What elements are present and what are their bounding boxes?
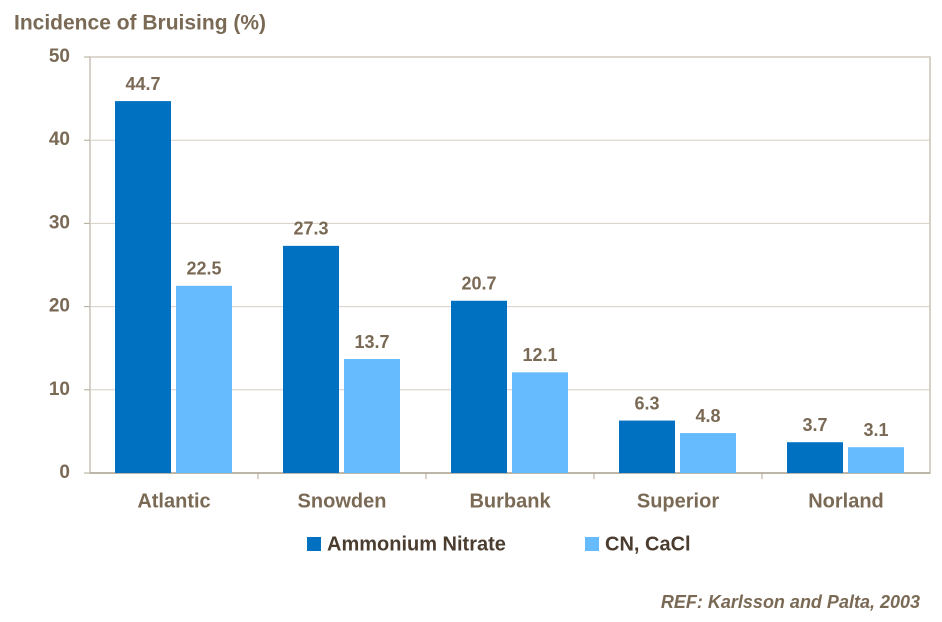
bar (115, 101, 171, 473)
value-label: 44.7 (125, 74, 160, 94)
value-label: 20.7 (461, 274, 496, 294)
value-label: 4.8 (695, 406, 720, 426)
chart-title: Incidence of Bruising (%) (14, 12, 266, 35)
x-tick-label: Superior (637, 490, 719, 512)
y-tick-label: 0 (59, 462, 70, 483)
x-tick-label: Norland (808, 490, 884, 512)
legend-swatch (307, 537, 321, 551)
value-label: 27.3 (293, 219, 328, 239)
bar (619, 420, 675, 473)
value-label: 3.1 (863, 420, 888, 440)
value-label: 22.5 (186, 259, 221, 279)
value-label: 6.3 (634, 393, 659, 413)
legend-swatch (585, 537, 599, 551)
bar (848, 447, 904, 473)
x-tick-label: Snowden (298, 490, 387, 512)
y-tick-label: 30 (49, 212, 70, 233)
bar (283, 245, 339, 473)
bar (344, 359, 400, 473)
y-tick-label: 10 (49, 379, 70, 400)
x-tick-label: Burbank (469, 490, 551, 512)
y-tick-label: 50 (49, 46, 70, 67)
bar (451, 300, 507, 473)
bar (176, 285, 232, 473)
y-tick-label: 20 (49, 296, 70, 317)
bar (680, 433, 736, 473)
legend-label: Ammonium Nitrate (327, 533, 506, 555)
value-label: 3.7 (802, 415, 827, 435)
reference: REF: Karlsson and Palta, 2003 (661, 592, 920, 612)
value-label: 12.1 (522, 345, 557, 365)
legend-label: CN, CaCl (605, 533, 691, 555)
bar (787, 442, 843, 473)
bar (512, 372, 568, 473)
x-tick-label: Atlantic (137, 490, 210, 512)
y-tick-label: 40 (49, 129, 70, 150)
value-label: 13.7 (354, 332, 389, 352)
